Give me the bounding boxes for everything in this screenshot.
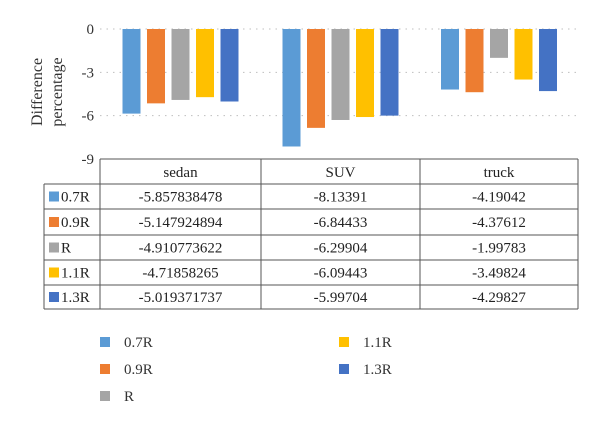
table-cell: -1.99783 [472,241,526,257]
legend-swatch [339,337,349,347]
row-legend-swatch [49,292,59,302]
table-header-cell: truck [484,165,515,181]
table-cell: -5.147924894 [139,215,223,231]
bar [147,29,165,104]
table-cell: -4.71858265 [142,266,218,282]
data-table: sedan SUV truck 0.7R -5.857838478 -8.13391 -4.… [43,158,579,310]
table-cell: -5.99704 [314,290,368,306]
legend-swatch [100,337,110,347]
table-cell: -8.13391 [314,190,368,206]
bar [356,29,374,118]
bar [220,29,239,102]
bar [514,29,533,80]
y-axis: 0 -3 -6 -9 [82,22,95,168]
table-cell: -4.37612 [472,215,526,231]
legend-swatch [100,391,110,401]
table-row-label: 0.7R [61,190,90,206]
row-legend-swatch [49,242,59,253]
bar [331,29,350,120]
table-row-label: R [61,241,71,257]
table-header-cell: sedan [163,165,198,181]
table-row-label: 0.9R [61,215,90,231]
legend-label: 0.9R [124,362,153,378]
table-cell: -6.09443 [314,266,368,282]
bars [122,29,557,147]
y-tick-label: -9 [82,152,95,168]
legend: 0.7R 0.9R R 1.1R 1.3R [100,335,392,405]
bar [122,29,141,114]
legend-label: R [124,389,134,405]
legend-swatch [339,364,349,374]
table-cell: -5.019371737 [139,290,223,306]
legend-label: 1.3R [363,362,392,378]
table-cell: -4.910773622 [139,241,223,257]
row-legend-swatch [49,191,59,202]
y-tick-label: -6 [82,109,95,125]
bar [196,29,214,98]
row-legend-swatch [49,217,59,227]
table-row-label: 1.3R [61,290,90,306]
y-axis-label-line: percentage [49,57,66,126]
bar [282,29,301,147]
bar [465,29,484,93]
bar [539,29,557,92]
y-tick-label: -3 [82,65,95,81]
bar [490,29,508,58]
legend-label: 1.1R [363,335,392,351]
table-cell: -6.29904 [314,241,368,257]
table-cell: -4.19042 [472,190,526,206]
table-header-cell: SUV [325,165,355,181]
y-axis-label-line: Difference [29,58,46,126]
legend-label: 0.7R [124,335,153,351]
bar [307,29,325,128]
bar [380,29,399,116]
table-cell: -3.49824 [472,266,526,282]
table-cell: -4.29827 [472,290,526,306]
table-cell: -6.84433 [314,215,368,231]
row-legend-swatch [49,267,59,278]
table-cell: -5.857838478 [139,190,223,206]
table-row-label: 1.1R [61,266,90,282]
bar [171,29,190,100]
y-axis-label: Difference percentage [29,57,66,126]
y-tick-label: 0 [87,22,95,38]
legend-swatch [100,364,110,374]
bar [441,29,459,90]
